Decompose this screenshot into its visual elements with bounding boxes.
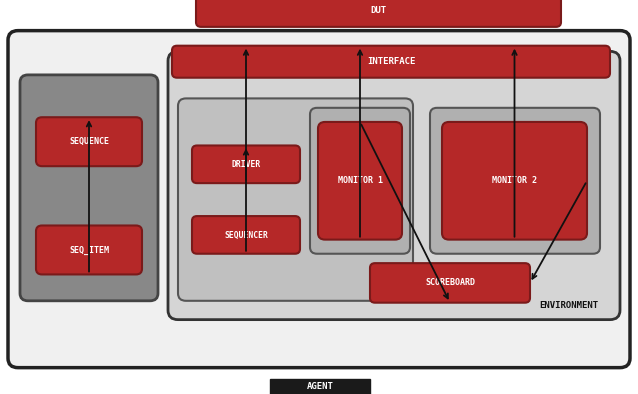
FancyBboxPatch shape — [172, 46, 610, 78]
FancyBboxPatch shape — [318, 122, 402, 240]
FancyBboxPatch shape — [36, 117, 142, 166]
Text: DRIVER: DRIVER — [232, 160, 261, 169]
FancyBboxPatch shape — [168, 51, 620, 320]
FancyBboxPatch shape — [20, 75, 158, 301]
Text: SEQUENCE: SEQUENCE — [69, 137, 109, 146]
Text: SEQ_ITEM: SEQ_ITEM — [69, 245, 109, 255]
Text: DUT: DUT — [371, 6, 387, 15]
FancyBboxPatch shape — [8, 31, 630, 368]
FancyBboxPatch shape — [178, 98, 413, 301]
FancyBboxPatch shape — [370, 263, 530, 303]
FancyBboxPatch shape — [36, 225, 142, 275]
Text: ENVIRONMENT: ENVIRONMENT — [539, 301, 598, 310]
Text: SEQUENCER: SEQUENCER — [224, 230, 268, 240]
Text: MONITOR 1: MONITOR 1 — [338, 176, 383, 185]
Text: SCOREBOARD: SCOREBOARD — [425, 279, 475, 287]
Text: INTERFACE: INTERFACE — [367, 57, 415, 66]
FancyBboxPatch shape — [310, 108, 410, 254]
FancyBboxPatch shape — [196, 0, 561, 27]
FancyBboxPatch shape — [442, 122, 587, 240]
FancyBboxPatch shape — [192, 216, 300, 254]
Text: MONITOR 2: MONITOR 2 — [492, 176, 537, 185]
FancyBboxPatch shape — [270, 379, 370, 394]
Text: AGENT: AGENT — [307, 382, 334, 391]
FancyBboxPatch shape — [192, 145, 300, 183]
FancyBboxPatch shape — [430, 108, 600, 254]
